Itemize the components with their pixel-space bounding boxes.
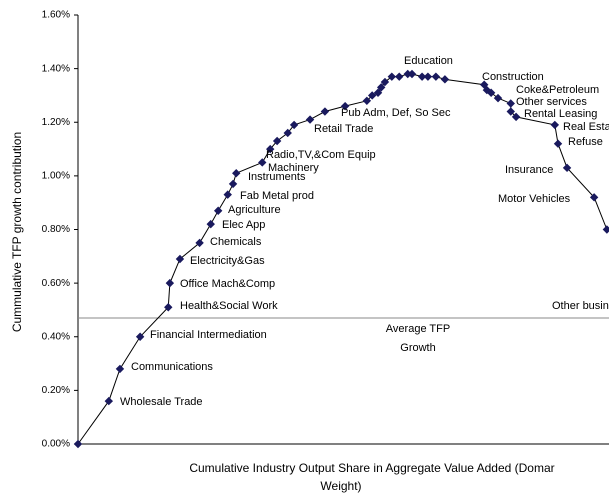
point-annotation: Fab Metal prod: [240, 190, 314, 202]
x-axis-label: Cumulative Industry Output Share in Aggr…: [189, 461, 554, 475]
point: [223, 190, 232, 199]
point-annotation: Real Esta: [563, 121, 609, 133]
point: [213, 206, 223, 215]
point: [305, 115, 315, 124]
y-tick-label: 0.20%: [42, 385, 70, 396]
point-annotation: Insurance: [505, 164, 553, 176]
point: [228, 179, 238, 189]
point-annotation: Health&Social Work: [180, 300, 278, 312]
point-annotation: Electricity&Gas: [190, 255, 265, 267]
point: [206, 219, 215, 229]
point-annotation: Coke&Petroleum: [516, 84, 599, 96]
point: [165, 278, 175, 288]
point-annotation: Education: [404, 55, 453, 67]
point: [135, 332, 145, 341]
y-tick-label: 1.20%: [42, 117, 70, 128]
point: [73, 439, 83, 449]
point: [373, 88, 383, 97]
point: [440, 75, 450, 84]
point: [553, 139, 563, 148]
point-annotation: Wholesale Trade: [120, 396, 203, 408]
point-annotation: Radio,TV,&Com Equip: [266, 149, 376, 161]
point: [232, 168, 241, 178]
point: [115, 364, 125, 374]
point: [602, 225, 609, 234]
point-annotation: Chemicals: [210, 236, 262, 248]
point: [362, 96, 372, 106]
point-annotation: Elec App: [222, 219, 265, 231]
y-tick-label: 1.00%: [42, 171, 70, 182]
point-annotation: Rental Leasing: [524, 108, 597, 120]
point: [289, 120, 299, 130]
point-annotation: Construction: [482, 71, 544, 83]
point: [431, 72, 441, 81]
point: [367, 91, 377, 100]
point-annotation: Agriculture: [228, 204, 281, 216]
point: [164, 303, 173, 312]
point-annotation: Instruments: [248, 171, 306, 183]
y-tick-label: 1.60%: [42, 10, 70, 21]
y-tick-label: 0.00%: [42, 439, 70, 450]
point-annotation: Office Mach&Comp: [180, 278, 275, 290]
y-axis-label: Cummulative TFP growth contribution: [10, 132, 24, 332]
point: [417, 72, 427, 81]
point-annotation: Other services: [516, 96, 587, 108]
average-label: Growth: [400, 342, 435, 354]
point-annotation: Pub Adm, Def, So Sec: [341, 107, 451, 119]
point-annotation: Machinery: [268, 162, 319, 174]
point: [562, 163, 572, 173]
point: [272, 136, 282, 146]
point: [195, 238, 204, 248]
y-tick-label: 0.80%: [42, 224, 70, 235]
point: [589, 193, 599, 202]
point-annotation: Financial Intermediation: [150, 329, 267, 341]
y-tick-label: 1.40%: [42, 63, 70, 74]
point: [423, 72, 433, 81]
point-annotation: Retail Trade: [314, 123, 373, 135]
point: [486, 88, 496, 97]
point: [506, 107, 515, 116]
point: [320, 107, 330, 116]
point: [376, 83, 386, 92]
point-annotation: Refuse: [568, 136, 603, 148]
point: [550, 120, 560, 130]
point: [340, 101, 350, 111]
line: [77, 73, 608, 445]
point-annotation: Communications: [131, 361, 213, 373]
point: [283, 128, 292, 138]
point: [387, 72, 397, 81]
average-label: Average TFP: [386, 323, 450, 335]
point: [380, 77, 390, 87]
point: [506, 99, 515, 108]
point: [407, 69, 417, 79]
point-annotation: Motor Vehicles: [498, 193, 571, 205]
point: [511, 112, 521, 122]
point: [480, 80, 489, 89]
point: [395, 72, 404, 81]
point: [266, 144, 275, 154]
y-tick-label: 0.60%: [42, 278, 70, 289]
point: [104, 396, 114, 406]
point: [175, 254, 185, 264]
x-axis-label: Weight): [320, 479, 361, 493]
point: [258, 158, 267, 167]
y-tick-label: 0.40%: [42, 331, 70, 342]
point-annotation: Other busin: [552, 300, 609, 312]
point: [493, 93, 503, 103]
